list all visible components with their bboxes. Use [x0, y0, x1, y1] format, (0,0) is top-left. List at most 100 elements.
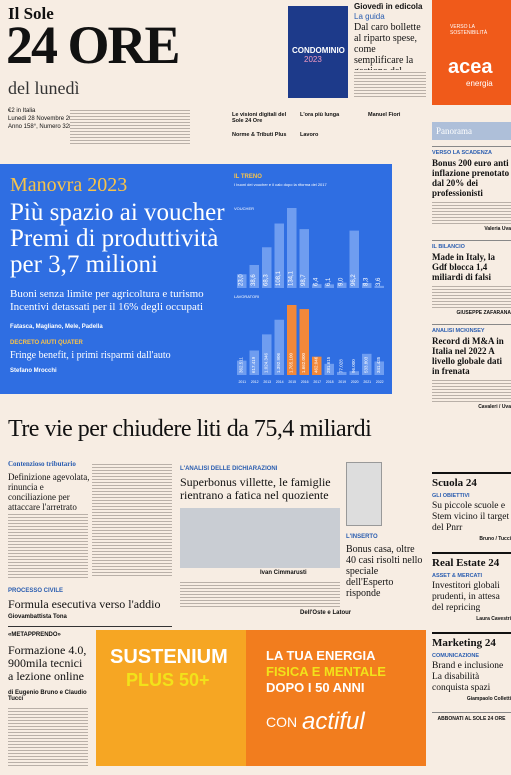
panorama: Panorama VERSO LA SCADENZA Bonus 200 euro … [432, 122, 511, 472]
bar [337, 371, 347, 375]
bar-label: 6,4 [313, 277, 319, 286]
text-block [8, 512, 88, 578]
sub-kicker: DECRETO AIUTI QUATER [10, 340, 83, 346]
sections: Scuola 24 GLI OBIETTIVI Su piccole scuole … [432, 472, 511, 772]
strip-item: Le visioni digitali del Sole 24 Ore [232, 112, 287, 124]
left-t2: Formula esecutiva verso l'addio [8, 597, 161, 611]
section-name: Marketing 24 [432, 632, 511, 649]
title: Record di M&A in Italia nel 2022 A livel… [432, 336, 504, 376]
photo [180, 508, 340, 568]
title: Made in Italy, la Gdf blocca 1,4 miliard… [432, 252, 496, 282]
left-a3: di Eugenio Bruno e Claudio Tucci [8, 690, 87, 702]
strip-item: Lavoro [300, 132, 319, 138]
bar [287, 208, 297, 288]
bar [249, 264, 259, 288]
lead-kicker: Manovra 2023 [10, 174, 128, 196]
text-block [432, 378, 511, 404]
year-label: 2011 [238, 380, 246, 384]
bar [374, 285, 384, 288]
bar [324, 284, 334, 288]
year-label: 2015 [288, 380, 296, 384]
strip-item: Norme & Tributi Plus [232, 132, 287, 138]
edition: del lunedì [8, 78, 80, 98]
year-label: 2020 [351, 380, 359, 384]
insert-cover [346, 462, 382, 526]
lead-authors: Fatasca, Magliano, Mele, Padella [10, 324, 103, 330]
bar-label: 96.000 [351, 359, 356, 373]
bar [349, 230, 359, 288]
cover-title: CONDOMINIO [292, 46, 345, 55]
author: Giampaolo Colletti [466, 696, 511, 702]
promo-kicker: Giovedì in edicola [354, 2, 423, 11]
text-block [180, 580, 340, 608]
kicker: ANALISI MCKINSEY [432, 324, 511, 334]
bar [249, 350, 259, 375]
mid-title: Superbonus villette, le famiglie rientra… [180, 475, 331, 502]
ad-sub: energia [466, 79, 493, 88]
headline-line: per 3,7 milioni [10, 251, 158, 278]
cover-year: 2023 [304, 55, 322, 64]
title: Investitori globali prudenti, in attesa … [432, 581, 500, 613]
left-k2: PROCESSO CIVILE [8, 588, 64, 594]
bar-label: 341.435 [376, 356, 381, 373]
year-label: 2019 [338, 380, 346, 384]
headline-line: Più spazio ai voucher [10, 199, 225, 226]
bar [274, 223, 284, 288]
sub-title: Fringe benefit, i primi risparmi dall'au… [10, 350, 171, 361]
year-label: 2022 [376, 380, 384, 384]
bar-label: 1.662.000 [301, 352, 306, 373]
bar [287, 305, 297, 375]
bar-label: 38,6 [251, 274, 257, 286]
text-block [92, 462, 172, 578]
bar-label: 9,0 [338, 277, 344, 286]
bar [262, 247, 272, 288]
main-headline: Tre vie per chiudere liti da 75,4 miliar… [8, 416, 372, 442]
bar-label: 77.028 [338, 359, 343, 373]
bar-label: 134,1 [288, 270, 294, 286]
mid-kicker: L'ANALISI DELLE DICHIARAZIONI [180, 466, 278, 472]
title: Brand e inclusione La disabilità conquis… [432, 661, 504, 693]
author: Cavaleri / Uva [478, 404, 511, 410]
bar [362, 283, 372, 288]
bar-label: 1.765.100 [288, 352, 293, 373]
bar [237, 360, 247, 375]
chart: IL TRENO I buoni dei voucher e il calo do… [234, 174, 384, 384]
bar-label: 108,1 [276, 270, 282, 286]
bar-label: 362.511 [238, 357, 243, 373]
strip-item: L'ora più lunga [300, 112, 340, 118]
mid-author: Dell'Oste e Latour [300, 610, 352, 616]
ad-panel [96, 630, 246, 766]
chart-title: IL TRENO [234, 174, 262, 180]
text-block [70, 108, 190, 144]
promo-label: La guida [354, 12, 385, 21]
year-label: 2018 [326, 380, 334, 384]
title: Bonus 200 euro anti inflazione prenotato… [432, 158, 510, 198]
sub-author: Stefano Mrocchi [10, 368, 57, 374]
left-kicker: Contenzioso tributario [8, 460, 76, 468]
kicker: COMUNICAZIONE [432, 653, 480, 659]
chart-caption: I buoni dei voucher e il calo dopo la ri… [234, 182, 328, 187]
insert-title: Bonus casa, oltre 40 casi risolti nello … [346, 544, 423, 599]
left-k3: «METAPPRENDO» [8, 632, 61, 638]
bar-label: 1.024.346 [263, 352, 268, 373]
ad-lines: LA TUA ENERGIA FISICA E MENTALE DOPO I 5… [266, 648, 386, 696]
year-label: 2017 [313, 380, 321, 384]
author: Laura Cavestri [476, 616, 511, 622]
ad-product: SUSTENIUM [110, 646, 228, 668]
ad-plus: PLUS 50+ [126, 670, 210, 690]
masthead: 24 ORE [6, 15, 181, 75]
section-name: Real Estate 24 [432, 552, 511, 569]
bar [324, 363, 334, 375]
bar [362, 353, 372, 375]
date: Lunedì 28 Novembre 2022 [8, 116, 80, 122]
bar [274, 319, 284, 375]
ad-top: VERSO LA SOSTENIBILITÀ acea energia [432, 0, 511, 105]
lead-headline: Più spazio ai voucher Premi di produttiv… [10, 200, 225, 278]
author: Valeria Uva [484, 226, 511, 232]
author: GIUSEPPE ZAFARANA [456, 310, 511, 316]
author: Bruno / Tucci [479, 536, 511, 542]
bar [299, 309, 309, 375]
top-label: VOUCHER [234, 206, 254, 211]
text-block [432, 200, 511, 226]
